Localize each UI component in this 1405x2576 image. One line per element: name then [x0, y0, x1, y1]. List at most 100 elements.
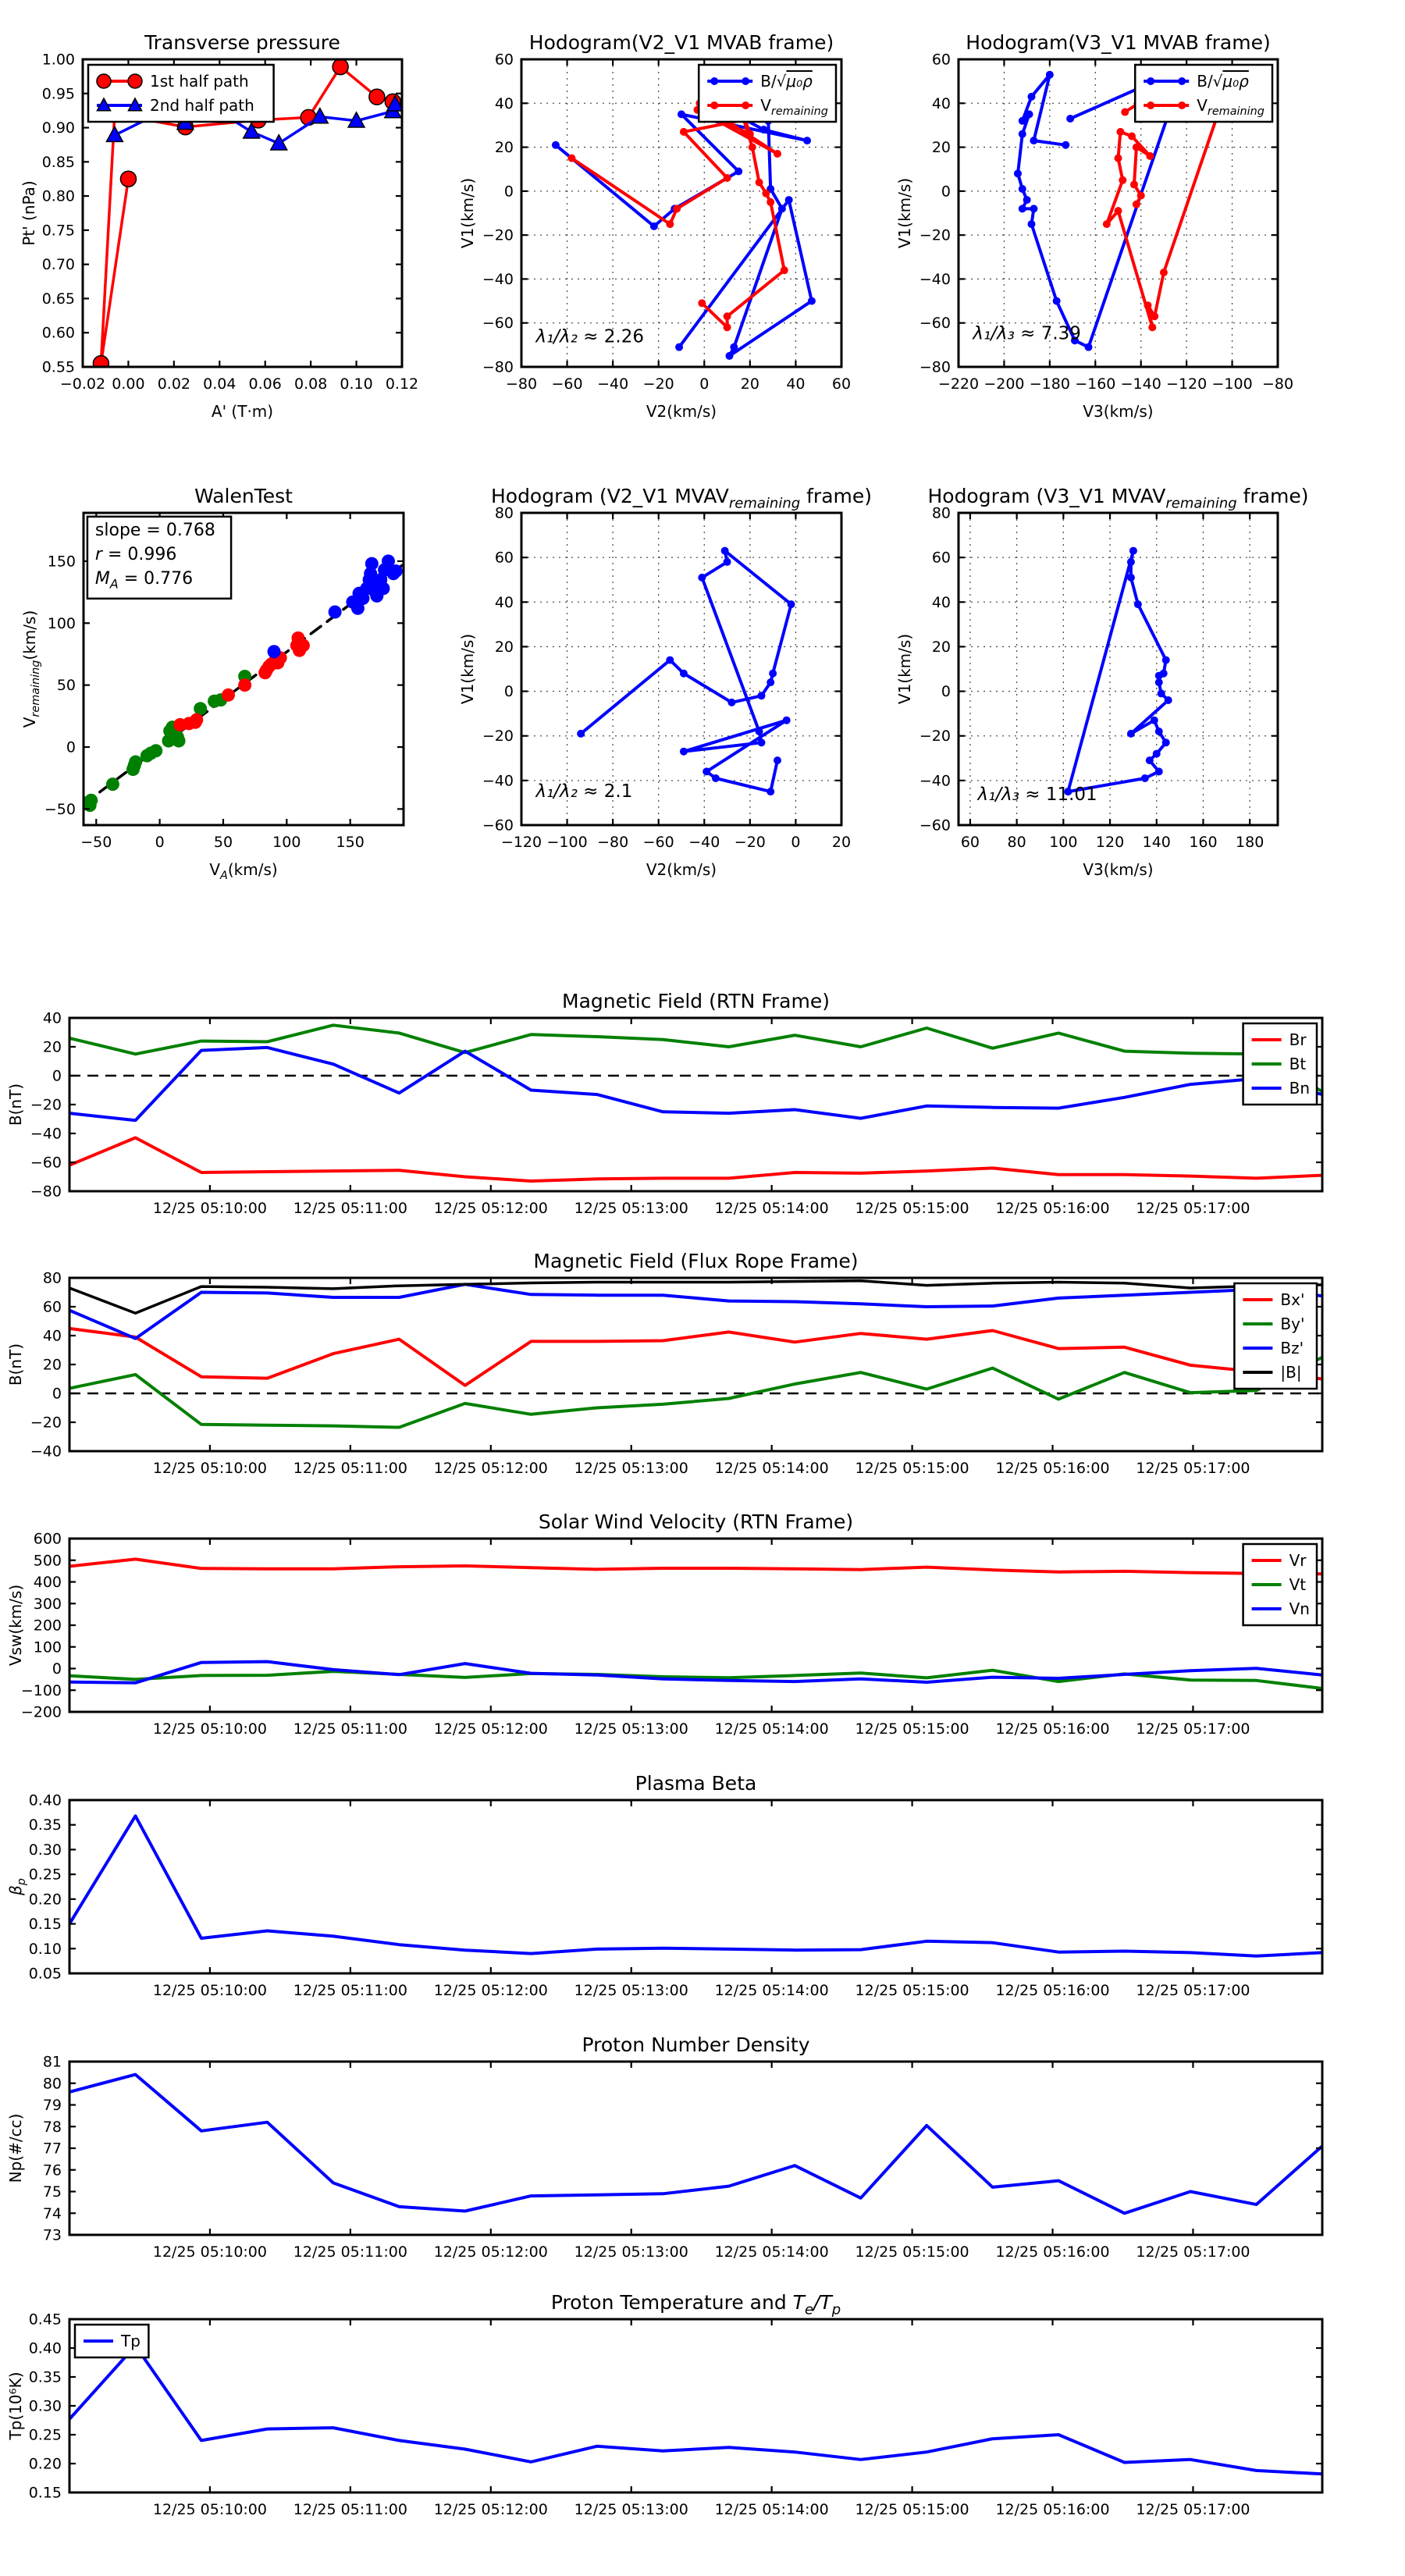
x-tick-label-segment: 0 [155, 834, 165, 851]
y-tick-label: 0.10 [29, 1941, 62, 1958]
stats-box-line-segment: A [109, 577, 119, 592]
x-tick-label: 12/25 05:12:00 [434, 2243, 548, 2261]
x-tick-label: 12/25 05:14:00 [715, 2243, 829, 2261]
y-tick-label: 20 [495, 639, 514, 656]
marker-v-remaining-hodogram [787, 600, 795, 609]
y-tick-label: 0.40 [29, 1792, 62, 1809]
x-tick-label-segment: 12/25 05:16:00 [995, 2501, 1109, 2518]
x-tick-label: 0 [155, 834, 165, 851]
plot-frame [82, 511, 405, 827]
y-tick-label: 0.15 [29, 1916, 62, 1933]
x-tick-label: 12/25 05:10:00 [153, 1460, 267, 1477]
marker-v-remaining-hodogram [769, 669, 777, 678]
marker-b-over-sqrt-mu0rho [807, 297, 816, 305]
chart-title-segment: Proton Number Density [582, 2033, 810, 2056]
x-tick-label-segment: 12/25 05:14:00 [715, 1460, 829, 1477]
x-axis-label-segment: A' (T·m) [212, 402, 273, 421]
y-tick-label-segment: 0.30 [29, 2398, 62, 2415]
legend-box [697, 63, 838, 123]
y-tick-label-segment: −40 [919, 772, 951, 789]
x-tick-label: −100 [1211, 375, 1252, 393]
marker-v-remaining [774, 150, 781, 158]
chart-solar-wind-velocity: 12/25 05:10:00 12/25 05:11:00 12/25 05:12:… [0, 1496, 1369, 1786]
y-tick-label: 400 [34, 1574, 62, 1591]
y-tick-label-segment: 0.55 [42, 359, 75, 376]
y-tick-label-segment: 80 [43, 1270, 62, 1287]
x-tick-label-segment: 12/25 05:15:00 [855, 2243, 969, 2261]
x-tick-label-segment: 12/25 05:10:00 [153, 1200, 267, 1217]
y-tick-label: −40 [919, 772, 951, 789]
marker-b-over-sqrt-mu0rho [735, 167, 743, 176]
x-tick-label-segment: 12/25 05:12:00 [434, 2501, 548, 2518]
chart-hodogram-v3v1-mvav-svg: 60 80 100 120 140 160 180−60−40−20020406080Hod… [895, 485, 1309, 879]
y-tick-label: −40 [482, 772, 514, 789]
chart-title: Transverse pressure [144, 31, 340, 54]
series-group [69, 2344, 1322, 2476]
x-tick-label: 12/25 05:11:00 [293, 1460, 407, 1477]
y-tick-label: 150 [48, 553, 76, 570]
legend: Br Bt Bn [1242, 1022, 1318, 1106]
chart-transverse-pressure: −0.02 0.00 0.02 0.04 0.06 0.08 0.10 0.12 0.55 0.6… [1, 16, 449, 441]
x-axis-label: V3(km/s) [1083, 860, 1153, 879]
y-tick-label: 0.40 [29, 2340, 62, 2357]
y-axis-label-segment: remaining [30, 660, 42, 717]
y-tick-label: 78 [43, 2119, 62, 2136]
marker-v-remaining [1121, 108, 1129, 116]
y-tick-label-segment: 77 [43, 2140, 62, 2158]
marker-v-remaining [1129, 180, 1138, 189]
x-tick-label-segment: −100 [546, 834, 587, 851]
x-tick-label-segment: 150 [336, 834, 365, 851]
series-line-Tp [69, 2344, 1322, 2476]
y-tick-label: −40 [30, 1443, 62, 1461]
y-tick-label-segment: 40 [495, 594, 514, 611]
y-tick-label: −80 [919, 359, 951, 376]
y-tick-label: 80 [932, 505, 951, 522]
x-tick-label: 0.00 [112, 375, 144, 393]
y-tick-label-segment: 400 [34, 1574, 62, 1591]
y-axis-label: B(nT) [6, 1083, 25, 1126]
plot-frame [520, 58, 843, 368]
x-tick-label: 12/25 05:15:00 [855, 2501, 969, 2518]
y-tick-label-segment: 50 [57, 677, 76, 694]
series-line-beta-p [69, 1814, 1322, 1958]
marker-v-remaining [1132, 143, 1140, 151]
legend-label: Vr [1289, 1551, 1307, 1570]
legend-label-segment: Tp [120, 2332, 140, 2350]
legend-label-segment: By' [1280, 1315, 1304, 1333]
y-tick-label-segment: 76 [43, 2161, 62, 2179]
marker-v-remaining-hodogram [720, 546, 729, 555]
x-tick-label-segment: 12/25 05:13:00 [574, 1982, 688, 1999]
y-tick-label-segment: 0 [52, 1068, 62, 1085]
x-tick-label-segment: 0 [699, 375, 709, 393]
x-tick-label-segment: 20 [741, 375, 759, 393]
marker-second-half-path [269, 133, 288, 151]
x-tick-label: 60 [832, 375, 851, 393]
x-tick-label: 12/25 05:10:00 [153, 2501, 267, 2518]
legend: 1st half path 2nd half path [87, 63, 275, 123]
legend: Vr Vt Vn [1242, 1542, 1318, 1627]
x-tick-label-segment: −80 [597, 834, 628, 851]
x-tick-label-segment: 0.02 [158, 375, 190, 393]
chart-magnetic-field-flux-rope: 12/25 05:10:00 12/25 05:11:00 12/25 05:12:… [0, 1235, 1369, 1525]
y-tick-label-segment: 0 [504, 683, 514, 700]
legend-label: Vremaining [1197, 96, 1264, 118]
series-line-Br [69, 1136, 1322, 1183]
x-tick-label-segment: 12/25 05:17:00 [1136, 1460, 1250, 1477]
marker-v-remaining-hodogram [1161, 738, 1170, 747]
y-tick-label-segment: 0.40 [29, 1792, 62, 1809]
x-tick-label: 0.04 [203, 375, 236, 393]
x-tick-label-segment: −40 [688, 834, 720, 851]
y-axis-label-segment: V [20, 717, 39, 728]
x-tick-label: 12/25 05:14:00 [715, 1982, 829, 1999]
marker-v-remaining [767, 197, 775, 206]
x-tick-label-segment: 12/25 05:14:00 [715, 2243, 829, 2261]
legend-label: Bn [1289, 1079, 1310, 1098]
marker-second-half-path [242, 122, 261, 139]
y-tick-label: 0 [941, 683, 951, 700]
marker-v-remaining [1159, 268, 1168, 276]
x-tick-label-segment: 0.06 [249, 375, 282, 393]
x-tick-label: 12/25 05:10:00 [153, 1982, 267, 1999]
marker-v-remaining [780, 266, 788, 275]
y-tick-label: 200 [34, 1617, 62, 1635]
x-tick-label: 12/25 05:11:00 [293, 1982, 407, 1999]
